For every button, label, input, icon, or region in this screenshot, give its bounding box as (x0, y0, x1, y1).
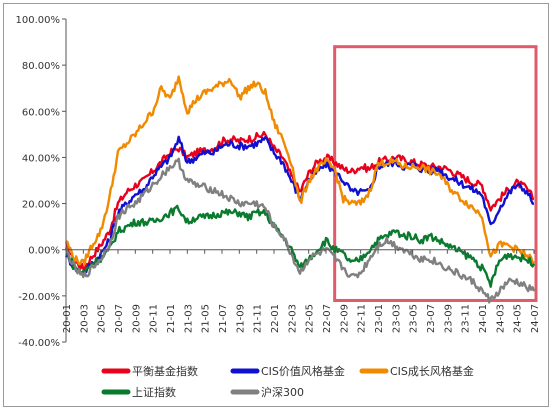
legend-label: 上证指数 (132, 385, 176, 399)
x-tick-label: 20-03 (79, 304, 90, 333)
x-tick-label: 23-11 (461, 304, 472, 333)
x-tick-label: 20-01 (62, 304, 73, 333)
y-tick-label: 40.00% (22, 153, 60, 164)
x-tick-label: 22-07 (322, 304, 333, 333)
series-line-5 (64, 157, 536, 304)
x-tick-label: 24-07 (530, 304, 541, 333)
series-line-1 (64, 130, 535, 271)
x-tick-label: 24-03 (495, 304, 506, 333)
y-tick-label: 20.00% (22, 200, 60, 211)
y-tick-label: -20.00% (18, 292, 60, 303)
y-tick-label: 100.00% (16, 15, 61, 26)
series-line-3 (65, 75, 535, 266)
x-tick-label: 22-05 (305, 304, 316, 333)
x-tick-label: 24-01 (478, 304, 489, 333)
x-tick-label: 20-11 (149, 304, 160, 333)
x-tick-label: 21-09 (235, 304, 246, 333)
x-tick-label: 22-01 (270, 304, 281, 333)
x-tick-label: 20-09 (131, 304, 142, 333)
x-tick-label: 23-03 (391, 304, 402, 333)
y-tick-label: -40.00% (18, 338, 60, 349)
x-tick-label: 23-07 (426, 304, 437, 333)
x-tick-label: 23-09 (443, 304, 454, 333)
x-tick-label: 21-05 (201, 304, 212, 333)
line-chart: -40.00% -20.00% 0.00% 20.00% 40.00% 60.00% 80.… (16, 15, 542, 399)
x-tick-label: 21-07 (218, 304, 229, 333)
x-tick-label: 22-09 (339, 304, 350, 333)
series-line-4 (64, 204, 536, 288)
x-tick-label: 23-01 (374, 304, 385, 333)
x-tick-label: 21-01 (166, 304, 177, 333)
legend-label: CIS价值风格基金 (261, 364, 345, 378)
chart-frame: -40.00% -20.00% 0.00% 20.00% 40.00% 60.00% 80.… (3, 3, 549, 407)
y-tick-label: 0.00% (28, 246, 60, 257)
x-tick-label: 22-11 (357, 304, 368, 333)
x-tick-label: 20-05 (97, 304, 108, 333)
x-tick-label: 20-07 (114, 304, 125, 333)
legend-label: CIS成长风格基金 (390, 364, 474, 378)
x-tick-label: 22-03 (287, 304, 298, 333)
x-tick-label: 21-03 (183, 304, 194, 333)
legend-label: 沪深300 (261, 385, 304, 399)
y-tick-label: 60.00% (22, 107, 60, 118)
x-tick-label: 24-05 (513, 304, 524, 333)
x-tick-label: 23-05 (409, 304, 420, 333)
x-tick-label: 21-11 (253, 304, 264, 333)
legend-label: 平衡基金指数 (132, 364, 198, 378)
y-tick-label: 80.00% (22, 61, 60, 72)
